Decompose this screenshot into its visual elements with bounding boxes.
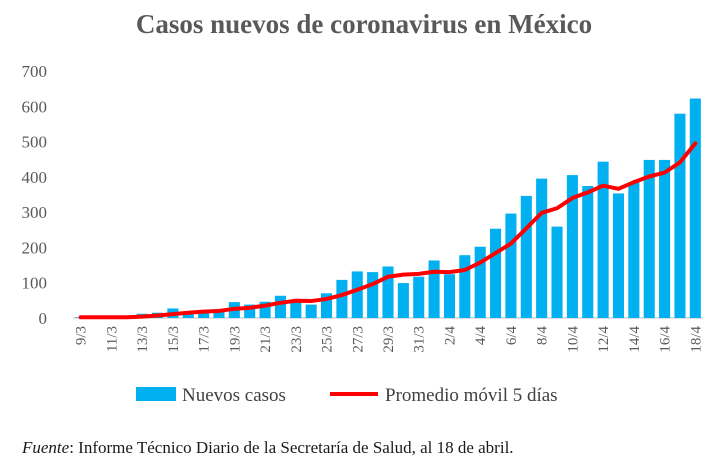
x-tick-label: 14/4 xyxy=(627,326,643,353)
legend: Nuevos casos Promedio móvil 5 días xyxy=(136,385,558,406)
y-tick-label: 400 xyxy=(22,168,48,187)
x-tick-label: 10/4 xyxy=(565,326,581,353)
x-tick-label: 31/3 xyxy=(412,326,428,353)
source-label: Fuente xyxy=(22,438,70,457)
bar xyxy=(367,272,379,318)
bar xyxy=(520,195,532,318)
bar xyxy=(643,159,655,318)
x-tick-label: 16/4 xyxy=(658,326,674,353)
x-tick-label: 17/3 xyxy=(197,326,213,353)
bar xyxy=(198,311,210,318)
y-axis: 0 100 200 300 400 500 600 700 xyxy=(22,62,48,328)
legend-label-bars: Nuevos casos xyxy=(182,385,286,406)
bar xyxy=(244,304,256,318)
bar xyxy=(459,255,471,318)
bar xyxy=(413,276,425,318)
bar xyxy=(474,246,486,318)
bar xyxy=(213,309,225,318)
bar xyxy=(382,266,394,318)
bar xyxy=(689,98,701,318)
source-note: Fuente: Informe Técnico Diario de la Sec… xyxy=(22,438,514,458)
bar xyxy=(305,304,317,318)
x-tick-label: 29/3 xyxy=(381,326,397,353)
bar xyxy=(397,283,409,318)
bar xyxy=(182,312,194,318)
x-tick-label: 18/4 xyxy=(688,326,704,353)
x-tick-label: 6/4 xyxy=(504,326,520,346)
bar xyxy=(566,175,578,318)
bar xyxy=(505,213,517,318)
x-tick-label: 21/3 xyxy=(258,326,274,353)
bar xyxy=(490,228,502,318)
bar xyxy=(336,279,348,318)
y-tick-label: 500 xyxy=(22,133,48,152)
source-text: : Informe Técnico Diario de la Secretarí… xyxy=(69,438,514,457)
bar xyxy=(597,161,609,318)
x-tick-label: 15/3 xyxy=(166,326,182,353)
bar xyxy=(628,182,640,318)
bar xyxy=(443,274,455,318)
x-tick-label: 4/4 xyxy=(473,326,489,346)
y-tick-label: 100 xyxy=(22,274,48,293)
y-tick-label: 600 xyxy=(22,97,48,116)
x-tick-label: 12/4 xyxy=(596,326,612,353)
moving-average-line xyxy=(78,141,698,320)
bar xyxy=(428,260,440,318)
y-tick-label: 200 xyxy=(22,238,48,257)
legend-label-line: Promedio móvil 5 días xyxy=(385,385,558,406)
y-tick-label: 300 xyxy=(22,203,48,222)
x-tick-label: 2/4 xyxy=(442,326,458,346)
x-axis: 9/3 11/3 13/3 15/3 17/3 19/3 21/3 23/3 25/3 27/3 2… xyxy=(74,326,705,353)
bar xyxy=(274,295,286,318)
bar xyxy=(321,293,333,318)
y-tick-label: 0 xyxy=(39,309,48,328)
x-tick-label: 11/3 xyxy=(104,326,120,352)
x-tick-label: 19/3 xyxy=(227,326,243,353)
bar xyxy=(674,113,686,319)
bar xyxy=(612,193,625,318)
chart-title: Casos nuevos de coronavirus en México xyxy=(136,9,592,39)
x-tick-label: 8/4 xyxy=(535,326,551,346)
bar xyxy=(536,178,548,318)
bar-series xyxy=(75,98,701,319)
bar xyxy=(582,186,594,318)
x-tick-label: 23/3 xyxy=(289,326,305,353)
legend-swatch-bars xyxy=(136,387,176,401)
bar xyxy=(351,271,363,318)
x-tick-label: 27/3 xyxy=(350,326,366,353)
y-tick-label: 700 xyxy=(22,62,48,81)
bar xyxy=(551,226,563,318)
bar xyxy=(659,159,671,318)
x-tick-label: 13/3 xyxy=(135,326,151,353)
bar xyxy=(290,299,302,318)
bar xyxy=(259,301,271,318)
x-tick-label: 9/3 xyxy=(74,326,90,345)
x-tick-label: 25/3 xyxy=(320,326,336,353)
